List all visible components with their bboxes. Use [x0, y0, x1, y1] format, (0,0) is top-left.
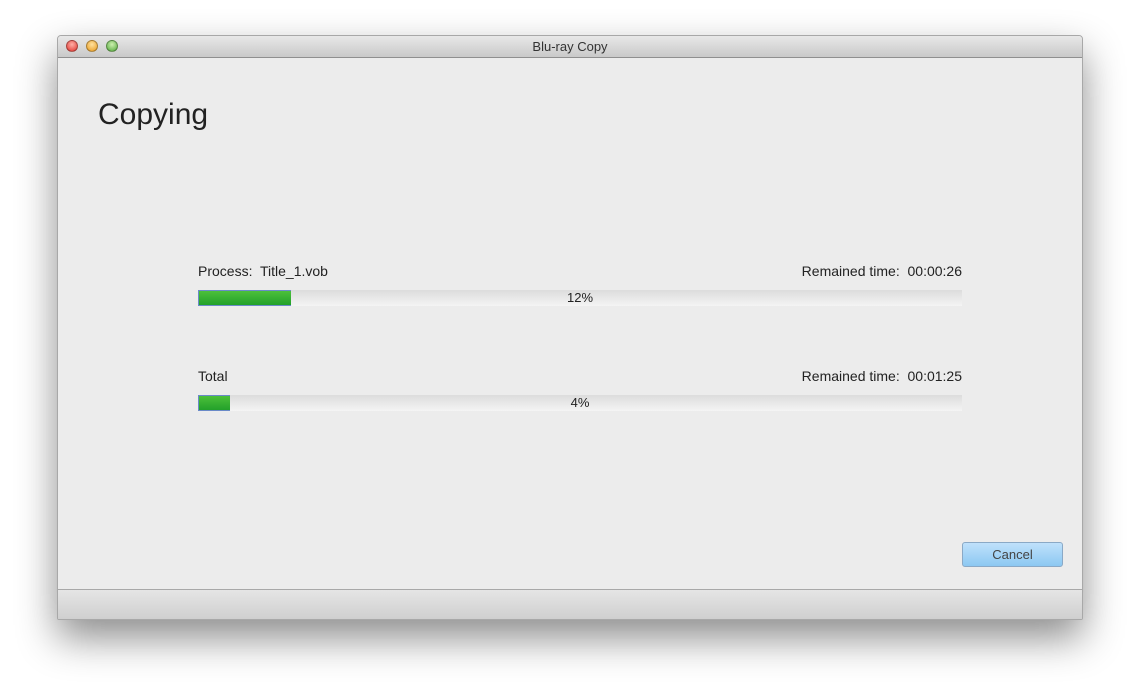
- process-remained-time: Remained time: 00:00:26: [801, 263, 962, 279]
- window-title: Blu-ray Copy: [532, 39, 608, 54]
- process-label: Process: Title_1.vob: [198, 263, 328, 279]
- process-percent: 12%: [566, 290, 594, 305]
- title-bar: Blu-ray Copy: [58, 36, 1082, 58]
- total-progress-bar: 4%: [198, 395, 962, 411]
- minimize-button[interactable]: [86, 40, 98, 52]
- total-progress-fill: [198, 395, 230, 411]
- close-button[interactable]: [66, 40, 78, 52]
- bottom-bar: [58, 589, 1082, 619]
- process-progress-fill: [198, 290, 291, 306]
- total-row: Total Remained time: 00:01:25: [198, 368, 962, 384]
- cancel-button[interactable]: Cancel: [962, 542, 1063, 567]
- total-remained-time: Remained time: 00:01:25: [801, 368, 962, 384]
- total-label: Total: [198, 368, 228, 384]
- process-progress-bar: 12%: [198, 290, 962, 306]
- page-title: Copying: [98, 98, 209, 131]
- total-percent: 4%: [570, 395, 590, 410]
- app-window: Blu-ray Copy Copying Process: Title_1.vo…: [57, 35, 1083, 620]
- zoom-button[interactable]: [106, 40, 118, 52]
- process-row: Process: Title_1.vob Remained time: 00:0…: [198, 263, 962, 279]
